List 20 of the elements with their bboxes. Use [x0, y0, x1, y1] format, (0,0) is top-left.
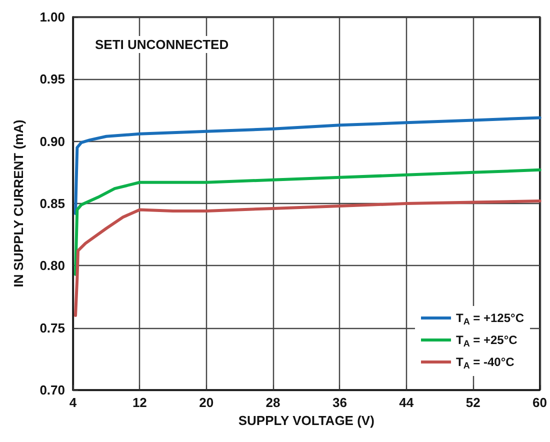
- x-tick-label: 52: [466, 395, 480, 410]
- y-tick-label: 0.90: [40, 134, 65, 149]
- y-tick-label: 0.95: [40, 72, 65, 87]
- line-series: [74, 168, 542, 276]
- x-tick-label: 28: [266, 395, 280, 410]
- x-tick-label: 4: [69, 395, 78, 410]
- x-tick-label: 60: [532, 395, 548, 410]
- x-tick-label: 20: [199, 395, 214, 410]
- y-tick-label: 0.85: [40, 196, 65, 211]
- y-tick-label: 0.70: [40, 382, 65, 398]
- y-axis-title: IN SUPPLY CURRENT (mA): [11, 120, 26, 288]
- x-tick-label: 36: [332, 395, 347, 410]
- annotation: SETI UNCONNECTED: [95, 37, 229, 52]
- x-axis-title: SUPPLY VOLTAGE (V): [238, 413, 374, 428]
- y-tick-label: 0.80: [40, 258, 65, 274]
- line-series: [74, 116, 542, 215]
- x-tick-label: 44: [399, 395, 414, 410]
- y-tick-label: 1.00: [40, 10, 65, 24]
- x-tick-label: 12: [132, 395, 147, 410]
- y-tick-label: 0.75: [40, 320, 65, 336]
